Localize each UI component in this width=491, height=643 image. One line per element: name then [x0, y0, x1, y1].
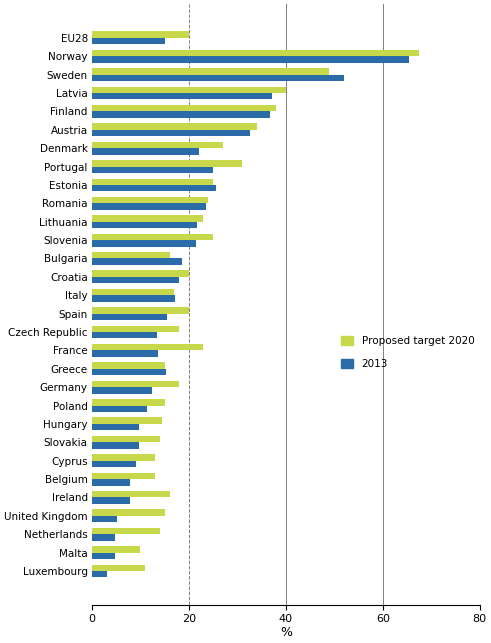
Bar — [92, 307, 189, 314]
Bar — [92, 473, 155, 479]
Bar — [92, 32, 189, 38]
Bar — [92, 289, 174, 295]
Bar — [92, 215, 203, 222]
Bar — [92, 233, 213, 240]
Bar — [92, 105, 276, 111]
Bar — [92, 344, 203, 350]
Bar — [92, 38, 164, 44]
Bar — [92, 160, 242, 167]
Bar — [92, 571, 107, 577]
Bar — [92, 167, 213, 173]
Bar — [92, 203, 206, 210]
Bar — [92, 498, 130, 504]
Bar — [92, 258, 182, 265]
Bar — [92, 424, 139, 430]
Bar — [92, 363, 164, 369]
Bar — [92, 460, 136, 467]
Bar — [92, 93, 272, 100]
Legend: Proposed target 2020, 2013: Proposed target 2020, 2013 — [336, 332, 478, 373]
Bar — [92, 565, 145, 571]
Bar — [92, 491, 169, 498]
Bar — [92, 417, 162, 424]
Bar — [92, 277, 179, 284]
Bar — [92, 179, 213, 185]
Bar — [92, 240, 196, 246]
Bar — [92, 222, 197, 228]
Bar — [92, 57, 409, 63]
Bar — [92, 442, 139, 449]
Bar — [92, 87, 286, 93]
Bar — [92, 197, 208, 203]
Bar — [92, 332, 157, 338]
Bar — [92, 295, 175, 302]
Bar — [92, 454, 155, 460]
Bar — [92, 546, 140, 552]
Bar — [92, 552, 115, 559]
Bar — [92, 436, 160, 442]
Bar — [92, 148, 198, 154]
Bar — [92, 399, 164, 406]
Bar — [92, 68, 329, 75]
Bar — [92, 509, 164, 516]
Bar — [92, 314, 166, 320]
Bar — [92, 123, 257, 130]
Bar — [92, 528, 160, 534]
Bar — [92, 75, 344, 81]
Bar — [92, 479, 130, 485]
Bar — [92, 534, 115, 541]
Bar — [92, 185, 216, 192]
Bar — [92, 350, 159, 357]
Bar — [92, 387, 152, 394]
Bar — [92, 271, 189, 277]
X-axis label: %: % — [280, 626, 292, 639]
Bar — [92, 369, 166, 376]
Bar — [92, 381, 179, 387]
Bar — [92, 130, 250, 136]
Bar — [92, 50, 419, 57]
Bar — [92, 325, 179, 332]
Bar — [92, 406, 147, 412]
Bar — [92, 252, 169, 258]
Bar — [92, 111, 271, 118]
Bar — [92, 516, 117, 522]
Bar — [92, 141, 223, 148]
